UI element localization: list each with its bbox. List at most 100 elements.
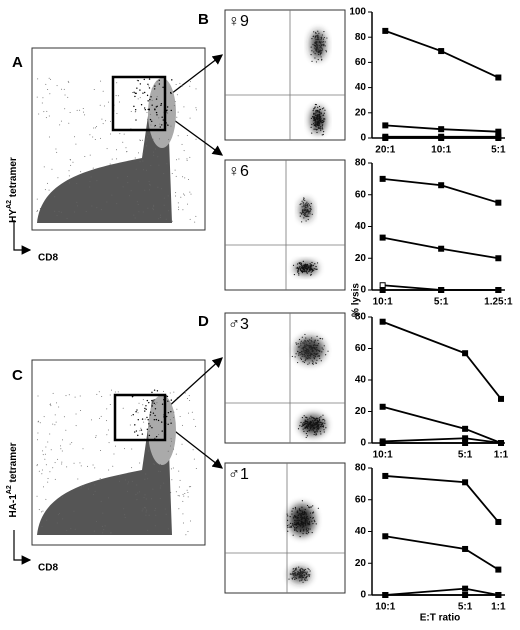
cell-dot [297, 346, 299, 348]
cell-dot [190, 193, 192, 195]
cell-dot [61, 496, 63, 498]
cell-dot [309, 342, 311, 344]
cell-dot [295, 353, 297, 355]
cell-dot [302, 428, 304, 430]
x-tick-label: 10:1 [373, 450, 393, 461]
cell-dot [301, 213, 303, 215]
cell-dot [159, 216, 161, 218]
panel-label: A [12, 54, 23, 71]
cell-dot [302, 199, 305, 201]
cell-dot [98, 391, 100, 393]
cell-dot [116, 82, 118, 84]
cell-dot [100, 500, 102, 502]
cell-dot [39, 208, 41, 210]
cell-dot [301, 423, 304, 425]
cell-dot [47, 477, 49, 479]
cell-dot [304, 520, 306, 522]
cell-dot [148, 423, 150, 425]
cell-dot [158, 79, 160, 81]
y-tick-label: 80 [355, 32, 367, 43]
cell-dot [185, 534, 187, 536]
data-point [495, 566, 502, 573]
cell-dot [76, 201, 78, 203]
cell-dot [51, 168, 53, 170]
cell-dot [305, 573, 308, 575]
cell-dot [168, 210, 170, 212]
cell-dot [306, 348, 308, 350]
cell-dot [305, 416, 307, 419]
cell-dot [301, 416, 303, 419]
cell-dot [170, 410, 172, 413]
cell-dot [153, 204, 155, 206]
cell-dot [148, 450, 150, 452]
cell-dot [304, 199, 306, 201]
cell-dot [119, 133, 121, 135]
data-point [382, 472, 389, 479]
cell-dot [61, 88, 63, 90]
cell-dot [299, 203, 301, 206]
cell-dot [140, 429, 143, 431]
cell-dot [303, 513, 306, 515]
cell-dot [133, 214, 135, 216]
cell-dot [286, 519, 289, 521]
cell-dot [173, 391, 175, 393]
cell-dot [320, 117, 322, 120]
cell-dot [85, 211, 87, 213]
data-point [498, 440, 505, 446]
cell-dot [43, 166, 45, 168]
cell-dot [302, 522, 304, 524]
cell-dot [147, 118, 149, 120]
cell-dot [302, 422, 305, 424]
cell-dot [132, 92, 134, 94]
cell-dot [146, 416, 148, 419]
cell-dot [148, 401, 150, 404]
cell-dot [325, 51, 328, 53]
y-tick-label: 80 [355, 158, 367, 169]
cell-dot [134, 157, 136, 159]
cell-dot [305, 357, 307, 359]
y-tick-label: 20 [355, 406, 367, 417]
cell-dot [306, 204, 308, 206]
cell-dot [187, 203, 189, 205]
cell-dot [184, 194, 186, 196]
cell-dot [149, 411, 152, 413]
cell-dot [158, 117, 160, 119]
cell-dot [318, 427, 320, 429]
cell-dot [314, 113, 316, 115]
x-tick-label: 1:1 [494, 450, 509, 461]
cell-dot [299, 574, 302, 576]
cell-dot [322, 414, 324, 416]
x-tick-label: 10:1 [431, 145, 451, 156]
cell-dot [306, 421, 308, 423]
cell-dot [310, 421, 312, 424]
cell-dot [139, 83, 142, 85]
cell-dot [322, 121, 325, 123]
cell-dot [305, 215, 308, 217]
cell-dot [312, 116, 314, 118]
cell-dot [320, 433, 322, 435]
data-point [495, 592, 502, 598]
cell-dot [299, 212, 301, 214]
cell-dot [294, 523, 297, 526]
cell-dot [167, 145, 169, 147]
cell-dot [94, 490, 96, 492]
cell-dot [42, 454, 44, 456]
cell-dot [321, 351, 323, 353]
cell-dot [109, 394, 111, 396]
cell-dot [111, 194, 113, 196]
cell-dot [147, 100, 149, 102]
cell-dot [295, 267, 297, 269]
cell-dot [311, 50, 313, 52]
cell-dot [321, 423, 323, 425]
cell-dot [291, 355, 293, 358]
cell-dot [312, 428, 314, 430]
series-line [385, 587, 499, 596]
cell-dot [163, 390, 165, 392]
cell-dot [102, 532, 104, 534]
cell-dot [315, 265, 317, 268]
cell-dot [323, 117, 325, 120]
cell-dot [308, 204, 311, 206]
cell-dot [75, 425, 77, 427]
cell-dot [182, 513, 184, 515]
data-point [379, 440, 386, 446]
